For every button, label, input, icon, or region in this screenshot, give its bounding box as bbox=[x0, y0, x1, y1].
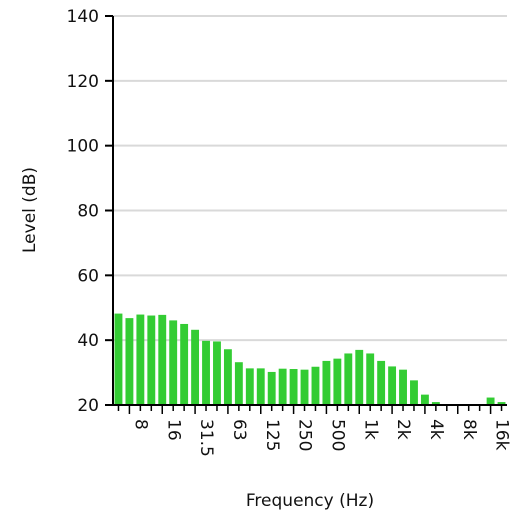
bar bbox=[420, 394, 429, 405]
bar bbox=[289, 369, 298, 405]
y-tick-label: 120 bbox=[67, 72, 99, 92]
x-tick-label: 31.5 bbox=[196, 419, 216, 457]
bar bbox=[377, 360, 386, 405]
x-tick-label: 500 bbox=[327, 419, 347, 451]
bars-group bbox=[114, 313, 506, 405]
y-axis-title: Level (dB) bbox=[20, 167, 40, 253]
y-axis-ticks: 20 40 60 80 100 120 140 bbox=[67, 7, 113, 416]
bar bbox=[431, 402, 440, 405]
bar bbox=[245, 368, 254, 405]
bar bbox=[311, 366, 320, 405]
x-tick-label: 4k bbox=[426, 419, 446, 440]
bar bbox=[191, 329, 200, 405]
gridlines bbox=[113, 15, 507, 342]
bar bbox=[410, 380, 418, 405]
bar bbox=[278, 368, 287, 405]
bar bbox=[147, 315, 156, 405]
bar bbox=[399, 369, 407, 405]
bar bbox=[202, 340, 210, 405]
y-tick-label: 80 bbox=[77, 202, 99, 222]
bar bbox=[355, 349, 364, 405]
y-tick-label: 60 bbox=[77, 266, 99, 286]
x-tick-label: 125 bbox=[262, 419, 282, 451]
bar bbox=[497, 402, 506, 405]
bar bbox=[322, 360, 331, 405]
y-tick-label: 140 bbox=[67, 7, 99, 27]
bar bbox=[234, 362, 243, 405]
bar bbox=[136, 314, 145, 405]
bar bbox=[213, 341, 221, 405]
x-tick-label: 63 bbox=[229, 419, 249, 441]
bar bbox=[256, 368, 265, 405]
bar bbox=[125, 318, 134, 405]
x-tick-label: 1k bbox=[360, 419, 380, 440]
x-axis-ticks: 8 16 31.5 63 125 250 500 1k 2k 4k 8k 16k bbox=[117, 405, 512, 457]
y-tick-label: 20 bbox=[77, 396, 99, 416]
x-tick-label: 8k bbox=[459, 419, 479, 440]
bar bbox=[333, 358, 342, 405]
x-tick-label: 8 bbox=[130, 419, 150, 430]
y-tick-label: 100 bbox=[67, 137, 99, 157]
bar bbox=[388, 366, 397, 405]
bar bbox=[486, 397, 495, 405]
bar bbox=[114, 313, 123, 405]
bar bbox=[344, 353, 353, 405]
x-tick-label: 2k bbox=[393, 419, 413, 440]
bar bbox=[180, 323, 189, 405]
bar bbox=[158, 314, 167, 405]
bar bbox=[366, 353, 375, 405]
bar bbox=[267, 371, 276, 405]
y-tick-label: 40 bbox=[77, 331, 99, 351]
x-tick-label: 250 bbox=[295, 419, 315, 451]
x-tick-label: 16k bbox=[492, 419, 512, 451]
bar bbox=[223, 349, 232, 405]
bar bbox=[169, 320, 178, 405]
x-tick-label: 16 bbox=[163, 419, 183, 441]
x-axis-title: Frequency (Hz) bbox=[246, 491, 374, 511]
bar bbox=[300, 369, 309, 405]
